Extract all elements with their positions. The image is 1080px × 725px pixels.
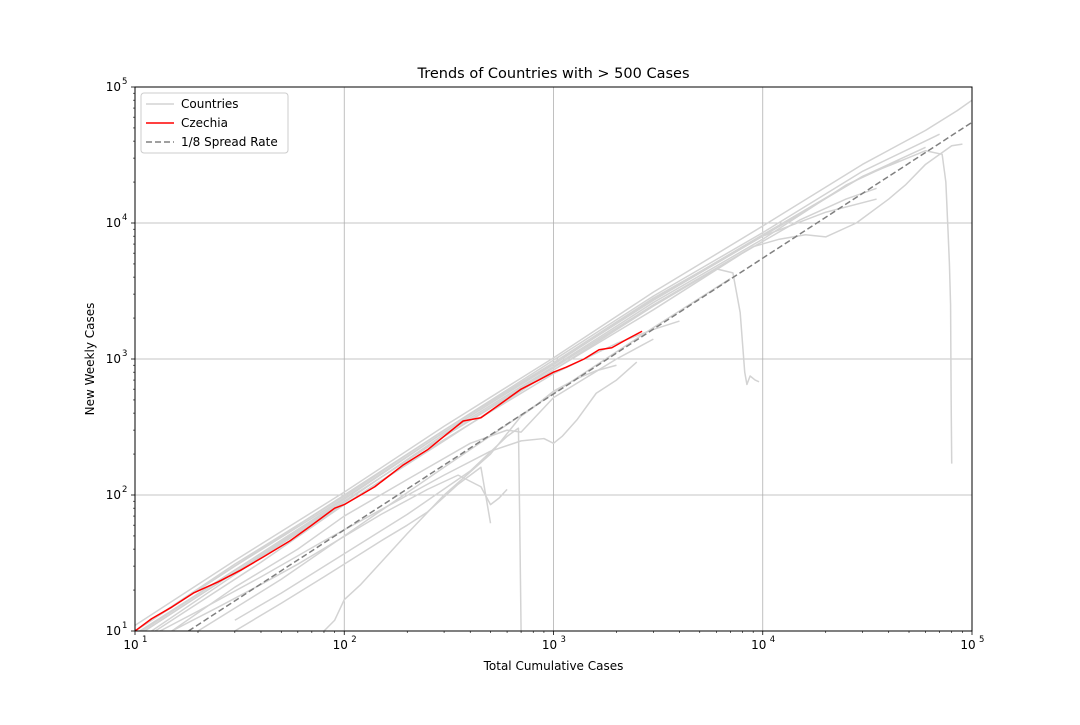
spread-rate-reference-line: [188, 121, 972, 631]
x-axis-label: Total Cumulative Cases: [483, 659, 624, 673]
y-tick-exponent: 2: [122, 485, 127, 495]
y-tick-label: 10: [106, 216, 121, 230]
y-tick-label: 10: [106, 488, 121, 502]
legend-label-countries: Countries: [181, 97, 239, 111]
chart-title: Trends of Countries with > 500 Cases: [416, 66, 689, 82]
country-trend-line: [153, 187, 877, 631]
x-tick-exponent: 2: [351, 635, 356, 645]
legend-label-czechia: Czechia: [181, 116, 228, 130]
country-trend-line: [158, 361, 638, 631]
y-tick-label: 10: [106, 80, 121, 94]
country-trend-line: [140, 268, 760, 631]
x-tick-label: 10: [123, 638, 138, 652]
legend-label-spread-rate: 1/8 Spread Rate: [181, 135, 278, 149]
y-axis-label: New Weekly Cases: [83, 303, 97, 416]
country-trend-line: [197, 277, 731, 631]
y-tick-label: 10: [106, 352, 121, 366]
y-tick-exponent: 5: [122, 77, 127, 87]
plot-lines: [135, 99, 972, 631]
country-trend-line: [234, 427, 522, 631]
y-tick-label: 10: [106, 624, 121, 638]
x-tick-exponent: 3: [561, 635, 566, 645]
czechia-trend-line: [135, 330, 643, 631]
x-tick-exponent: 4: [770, 635, 775, 645]
x-tick-label: 10: [542, 638, 557, 652]
y-tick-exponent: 1: [122, 621, 127, 631]
country-trend-line: [171, 474, 508, 631]
legend: Countries Czechia 1/8 Spread Rate: [140, 92, 289, 154]
x-tick-exponent: 5: [979, 635, 984, 645]
y-tick-exponent: 3: [122, 349, 127, 359]
country-trend-line: [135, 133, 940, 631]
country-trend-line: [234, 466, 492, 631]
x-tick-label: 10: [751, 638, 766, 652]
y-tick-exponent: 4: [122, 213, 127, 223]
country-trend-line: [135, 99, 972, 626]
country-trend-line: [135, 198, 877, 631]
country-trend-line: [171, 338, 654, 631]
x-tick-exponent: 1: [142, 635, 147, 645]
axis-ticks: 10 1 10 2 10 3 10 4 10 510 110 210 310 410 5: [106, 77, 985, 652]
country-trend-line: [135, 149, 953, 631]
legend-box: [140, 92, 289, 154]
x-tick-label: 10: [333, 638, 348, 652]
x-tick-label: 10: [960, 638, 975, 652]
